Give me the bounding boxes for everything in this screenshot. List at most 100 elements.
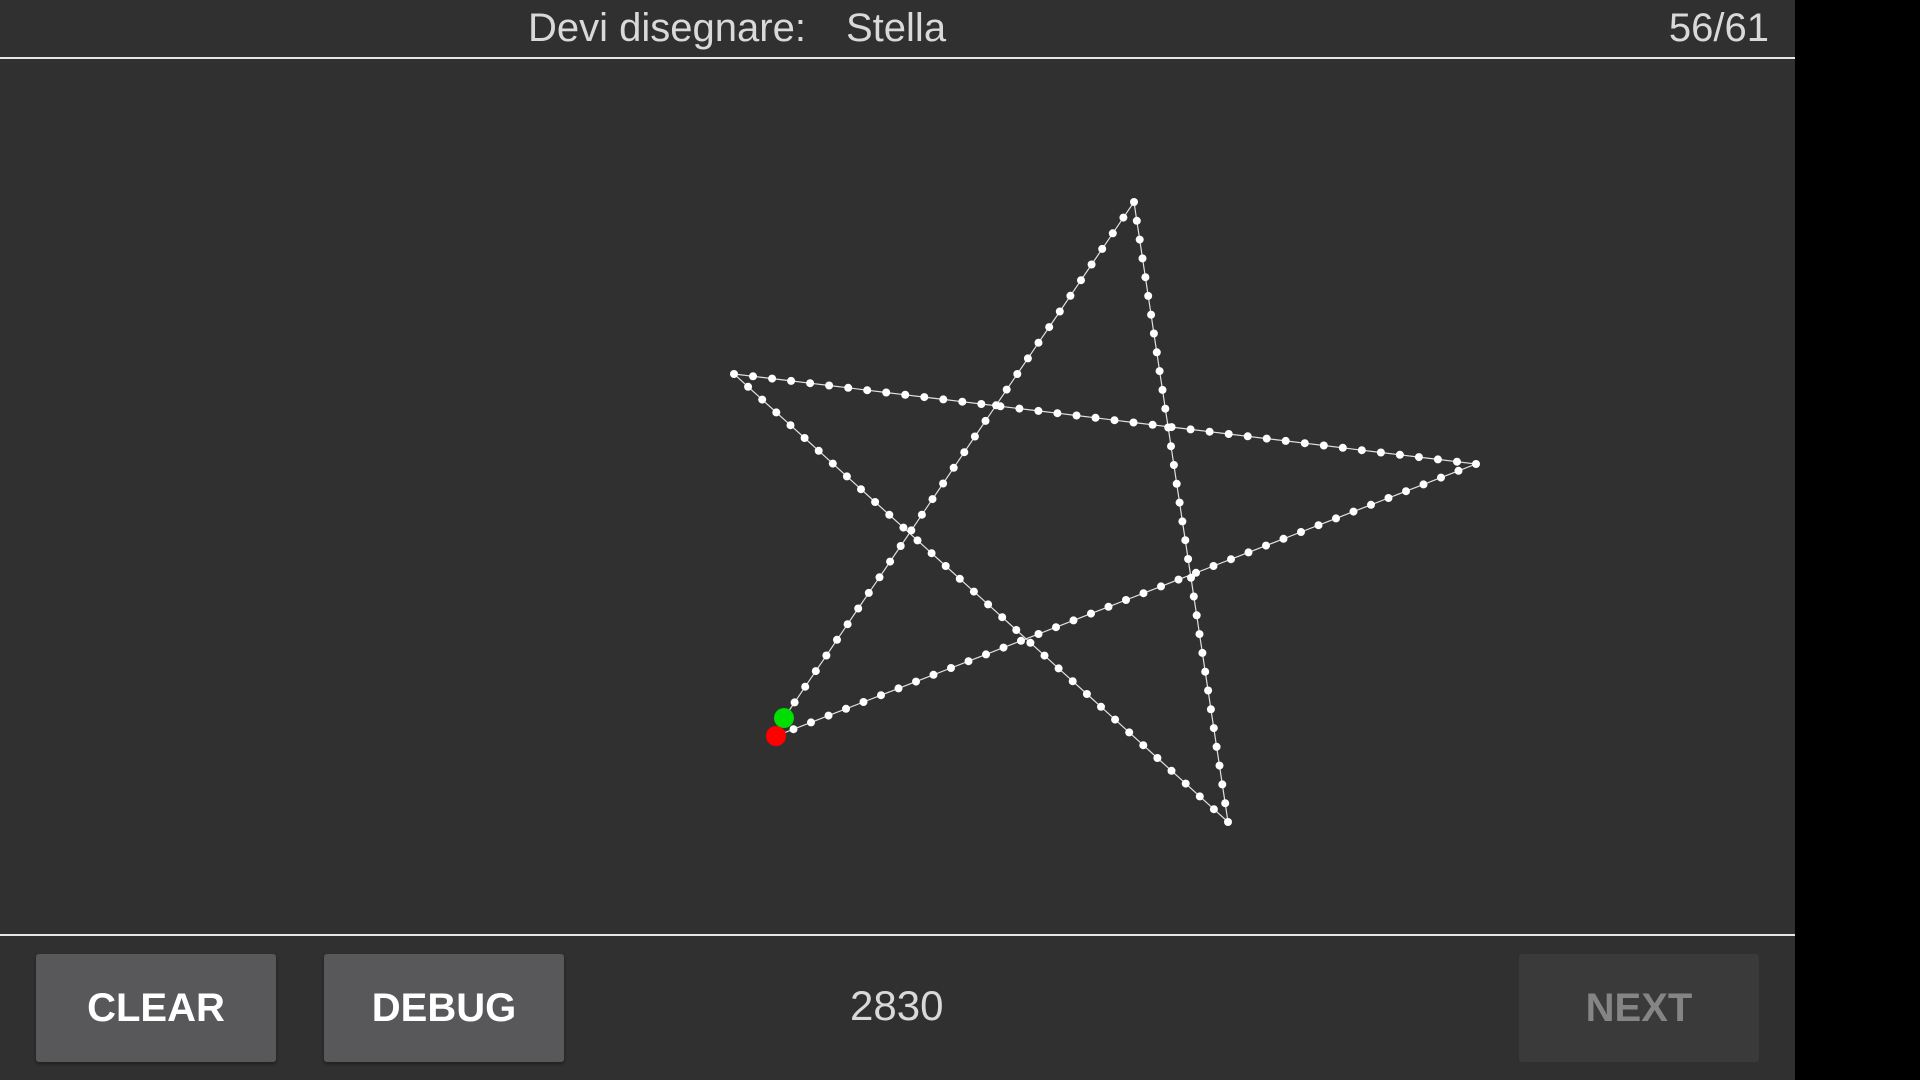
stroke-point (964, 657, 973, 666)
stroke-point (824, 711, 833, 720)
stroke-point (1209, 805, 1218, 814)
stroke-point (1279, 534, 1288, 543)
stroke-point (1192, 611, 1201, 620)
stroke-point (1034, 406, 1043, 415)
stroke-point (758, 395, 767, 404)
stroke-point (996, 402, 1005, 411)
stroke-point (790, 698, 799, 707)
stroke-point (859, 698, 868, 706)
stroke-point (927, 549, 936, 558)
stroke-point (1108, 229, 1117, 238)
stroke-point (1218, 780, 1227, 789)
debug-button[interactable]: DEBUG (324, 954, 564, 1062)
stroke-point (949, 463, 958, 472)
stroke-point (1111, 715, 1120, 724)
stroke-point (1281, 436, 1290, 445)
drawing-stroke (732, 200, 1477, 824)
stroke-point (1414, 453, 1423, 462)
stroke-point (1224, 818, 1232, 826)
stroke-point (970, 432, 979, 441)
stroke-point (1054, 664, 1063, 673)
stroke-point (899, 523, 908, 532)
stroke-point (811, 667, 820, 676)
stroke-point (801, 682, 810, 691)
stroke-point (863, 386, 872, 395)
stroke-point (982, 650, 990, 659)
target-word: Stella (846, 6, 947, 50)
stroke-point (1175, 498, 1184, 507)
stroke-point (1349, 507, 1358, 516)
stroke-point (886, 557, 895, 566)
stroke-point (977, 400, 986, 408)
stroke-point (1319, 441, 1328, 450)
stroke-point (1045, 323, 1054, 332)
stroke-point (1195, 630, 1204, 639)
stroke-point (1015, 404, 1024, 413)
stroke-point (1204, 686, 1213, 695)
stroke-point (1178, 517, 1187, 526)
stroke-point (1314, 521, 1323, 530)
stroke-point (1082, 690, 1091, 698)
stroke-point (1167, 766, 1176, 775)
stroke-point (958, 397, 967, 406)
stroke-point (1161, 404, 1170, 413)
stroke-point (1034, 338, 1043, 347)
stroke-point (1149, 329, 1158, 338)
stroke-point (1098, 244, 1107, 253)
stroke-point (786, 421, 795, 430)
stroke-point (1205, 427, 1214, 436)
stroke-point (1119, 213, 1128, 222)
stroke-point (1181, 536, 1190, 545)
stroke-point (1138, 254, 1147, 263)
stroke-point (877, 691, 885, 700)
stroke-point (1174, 575, 1183, 584)
stroke-point (947, 664, 955, 672)
stroke-point (981, 416, 990, 425)
stroke-end-marker (766, 726, 786, 746)
stroke-point (844, 383, 853, 392)
stroke-point (1066, 291, 1075, 300)
stroke-point (999, 643, 1008, 652)
stroke-point (789, 725, 798, 734)
stroke-start-marker (774, 708, 794, 728)
drawing-canvas[interactable] (0, 59, 1795, 935)
stroke-point (929, 670, 938, 679)
stroke-point (1068, 677, 1077, 686)
stroke-point (1338, 443, 1347, 452)
stroke-point (1206, 705, 1215, 714)
stroke-point (730, 370, 738, 378)
stroke-point (1209, 562, 1218, 570)
next-button[interactable]: NEXT (1519, 954, 1759, 1062)
stroke-point (1135, 235, 1144, 244)
stroke-point (1395, 450, 1404, 459)
stroke-point (800, 434, 809, 442)
stroke-point (1139, 589, 1148, 598)
clear-button[interactable]: CLEAR (36, 954, 276, 1062)
stroke-point (1110, 416, 1119, 425)
stroke-point (1186, 425, 1195, 434)
stroke-point (1144, 291, 1153, 300)
stroke-point (1433, 455, 1442, 464)
stroke-point (1262, 541, 1270, 550)
stroke-point (1167, 423, 1176, 432)
stroke-point (1297, 528, 1305, 536)
stroke-point (1072, 411, 1081, 420)
stroke-point (998, 613, 1007, 622)
stroke-point (1139, 741, 1148, 750)
stroke-point (1357, 446, 1366, 455)
stroke-point (833, 635, 841, 644)
stroke-point (882, 388, 891, 397)
stroke-point (1243, 432, 1252, 441)
stroke-point (1402, 487, 1410, 496)
progress-counter: 56/61 (1668, 6, 1769, 50)
stroke-point (1367, 500, 1375, 509)
stroke-point (1201, 667, 1210, 676)
stroke-point (787, 376, 796, 385)
header-bar: Devi disegnare: Stella 56/61 (0, 0, 1795, 59)
stroke-point (857, 485, 865, 494)
stroke-point (814, 446, 823, 455)
stroke-point (1227, 555, 1235, 564)
stroke-point (1172, 479, 1181, 488)
stroke-point (1376, 448, 1385, 457)
stroke-point (1212, 742, 1221, 751)
